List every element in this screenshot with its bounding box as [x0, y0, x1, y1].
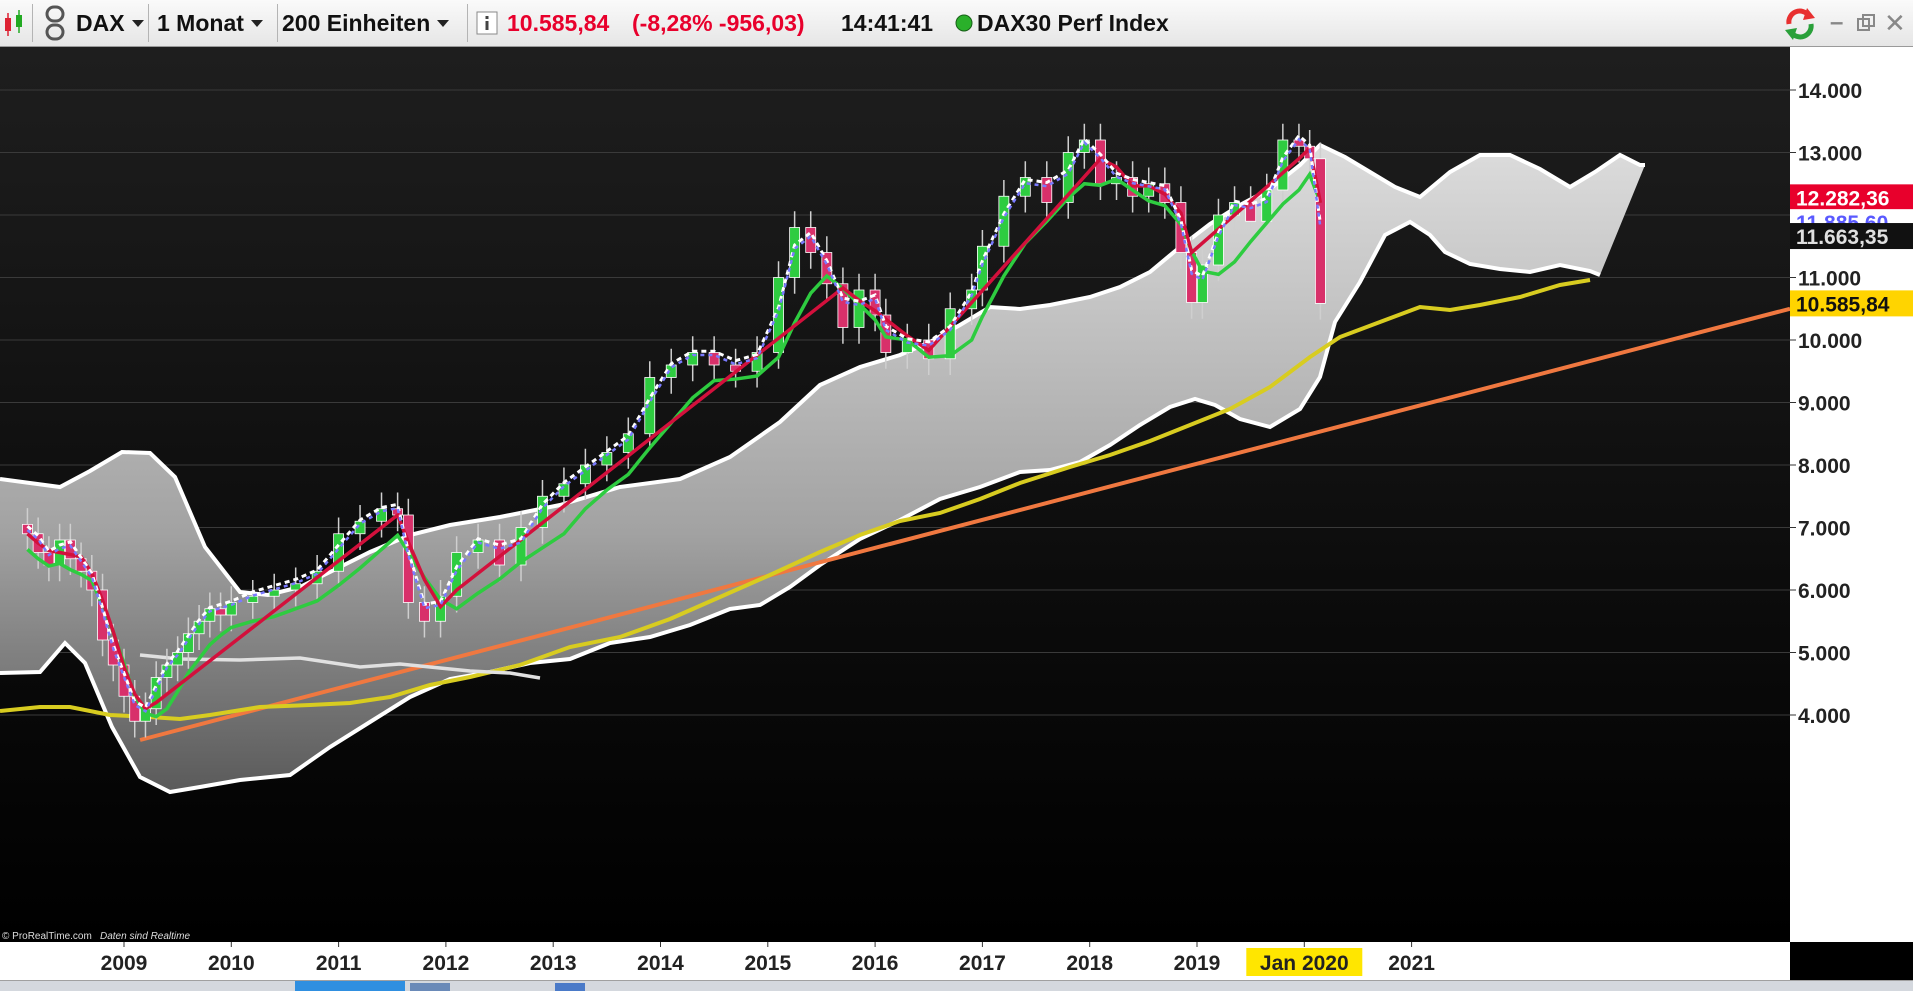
time-axis-labels: 2009 2010 2011 2012 2013 2014 2015 2016 2017 2018…: [101, 942, 1435, 976]
y-tick-label: 9.000: [1798, 393, 1851, 416]
price-tag-bg: [1790, 184, 1913, 211]
candle-body: [1213, 214, 1224, 266]
x-tick-label: 2015: [744, 952, 791, 975]
x-tick-label: 2018: [1066, 952, 1113, 975]
chevron-down-icon: [131, 19, 144, 27]
candle-body: [1078, 139, 1090, 153]
timeframe-selector[interactable]: 1 Monat: [157, 0, 263, 46]
x-tick-label: 2013: [530, 952, 577, 975]
info-icon[interactable]: [476, 0, 498, 46]
candle-body: [150, 677, 162, 710]
last-price: 10.585,84: [507, 9, 610, 36]
chevron-down-icon: [250, 19, 263, 27]
x-tick-label: 2017: [959, 952, 1006, 975]
price-tag-bg: [1790, 223, 1913, 250]
candle-body: [558, 483, 570, 497]
instrument-label: DAX: [76, 9, 125, 36]
x-tick-label: 2014: [637, 952, 684, 975]
candle-body: [172, 652, 184, 666]
candlestick-icon[interactable]: [2, 0, 26, 46]
x-tick-label: 2009: [101, 952, 148, 975]
candle-body: [1062, 152, 1074, 203]
candle-body: [215, 608, 226, 616]
refresh-icon[interactable]: [1781, 0, 1819, 46]
bollinger-lower-line: [0, 219, 1601, 795]
time-axis[interactable]: 2009 2010 2011 2012 2013 2014 2015 2016 2017 2018…: [0, 942, 1790, 980]
x-tick-label: 2016: [852, 952, 899, 975]
status-dot-icon: [955, 0, 973, 46]
candle-body: [1019, 177, 1031, 197]
fast-moving-average: [26, 170, 1323, 719]
chart-plot[interactable]: © ProRealTime.com Daten sind Realtime: [0, 47, 1791, 942]
price-tag-label: 11.663,35: [1796, 226, 1889, 249]
toolbar-icon[interactable]: [555, 983, 585, 991]
bollinger-band-fill: [0, 145, 1645, 792]
instrument-selector[interactable]: DAX: [76, 0, 144, 46]
y-tick-label: 5.000: [1798, 643, 1851, 666]
restore-icon[interactable]: [1856, 0, 1876, 46]
dashed-white-average: [26, 133, 1322, 710]
price-tag-label: 10.585,84: [1796, 293, 1890, 316]
y-tick-label: 8.000: [1798, 455, 1851, 478]
candle-body: [622, 433, 634, 453]
candle-body: [837, 283, 849, 328]
minimize-icon[interactable]: –: [1830, 9, 1844, 36]
price-change: (-8,28% -956,03): [632, 9, 805, 36]
candle-body: [537, 495, 548, 528]
candle-body: [1041, 177, 1053, 203]
y-tick-label: 14.000: [1798, 80, 1862, 103]
quote-time: 14:41:41: [841, 9, 934, 36]
watermark-brand: © ProRealTime.com: [2, 931, 92, 942]
y-tick-label: 11.000: [1798, 268, 1861, 291]
long-moving-average: [0, 278, 1591, 722]
y-tick-label: 7.000: [1798, 518, 1851, 541]
candle-body: [1196, 264, 1208, 303]
y-tick-label: 6.000: [1798, 580, 1851, 603]
candle-body: [290, 583, 302, 591]
y-tick-label: 10.000: [1798, 330, 1862, 353]
trend-line[interactable]: [139, 306, 1791, 742]
candle-body: [515, 527, 527, 566]
dashed-blue-average: [26, 137, 1322, 714]
units-selector[interactable]: 200 Einheiten: [282, 0, 450, 46]
x-tick-label: 2011: [316, 952, 362, 975]
x-tick-label: 2010: [208, 952, 255, 975]
chevron-down-icon: [437, 19, 450, 27]
timeframe-label: 1 Monat: [157, 9, 244, 36]
price-axis-labels: 4.000 5.000 6.000 7.000 8.000 9.000 10.000 11.0…: [1790, 80, 1913, 728]
y-tick-label: 4.000: [1798, 705, 1851, 728]
price-tag-bg: [1790, 290, 1913, 317]
price-chart[interactable]: © ProRealTime.com Daten sind Realtime: [0, 47, 1791, 942]
units-label: 200 Einheiten: [282, 9, 431, 36]
candle-body: [1277, 139, 1289, 191]
status-bar: [0, 980, 1913, 991]
close-icon[interactable]: ✕: [1884, 7, 1906, 38]
x-tick-label: 2019: [1174, 952, 1221, 975]
price-tag-label: 12.282,36: [1796, 187, 1889, 210]
candle-body: [821, 252, 833, 285]
x-tick-label: 2021: [1388, 952, 1435, 975]
candle-body: [789, 227, 801, 278]
candle-body: [225, 602, 237, 616]
candle-body: [1314, 158, 1326, 304]
candle-body: [805, 227, 817, 253]
active-tab-indicator[interactable]: [295, 981, 405, 991]
link-icon[interactable]: [44, 0, 68, 46]
candle-body: [751, 352, 763, 372]
x-tick-label: 2012: [423, 952, 470, 975]
candle-body: [247, 595, 259, 603]
y-tick-label: 13.000: [1798, 143, 1862, 166]
candle-body: [644, 377, 656, 435]
instrument-name: DAX30 Perf Index: [977, 9, 1169, 36]
watermark-note: Daten sind Realtime: [100, 931, 190, 942]
candle-body: [268, 589, 280, 597]
toolbar-icon[interactable]: [410, 983, 450, 991]
x-tick-label: Jan 2020: [1260, 952, 1349, 975]
x-tick-highlight: [1246, 948, 1363, 976]
toolbar: DAX 1 Monat 200 Einheiten 10.585,84 (-8,…: [0, 0, 1913, 47]
price-axis[interactable]: 4.000 5.000 6.000 7.000 8.000 9.000 10.000 11.0…: [1790, 47, 1913, 942]
